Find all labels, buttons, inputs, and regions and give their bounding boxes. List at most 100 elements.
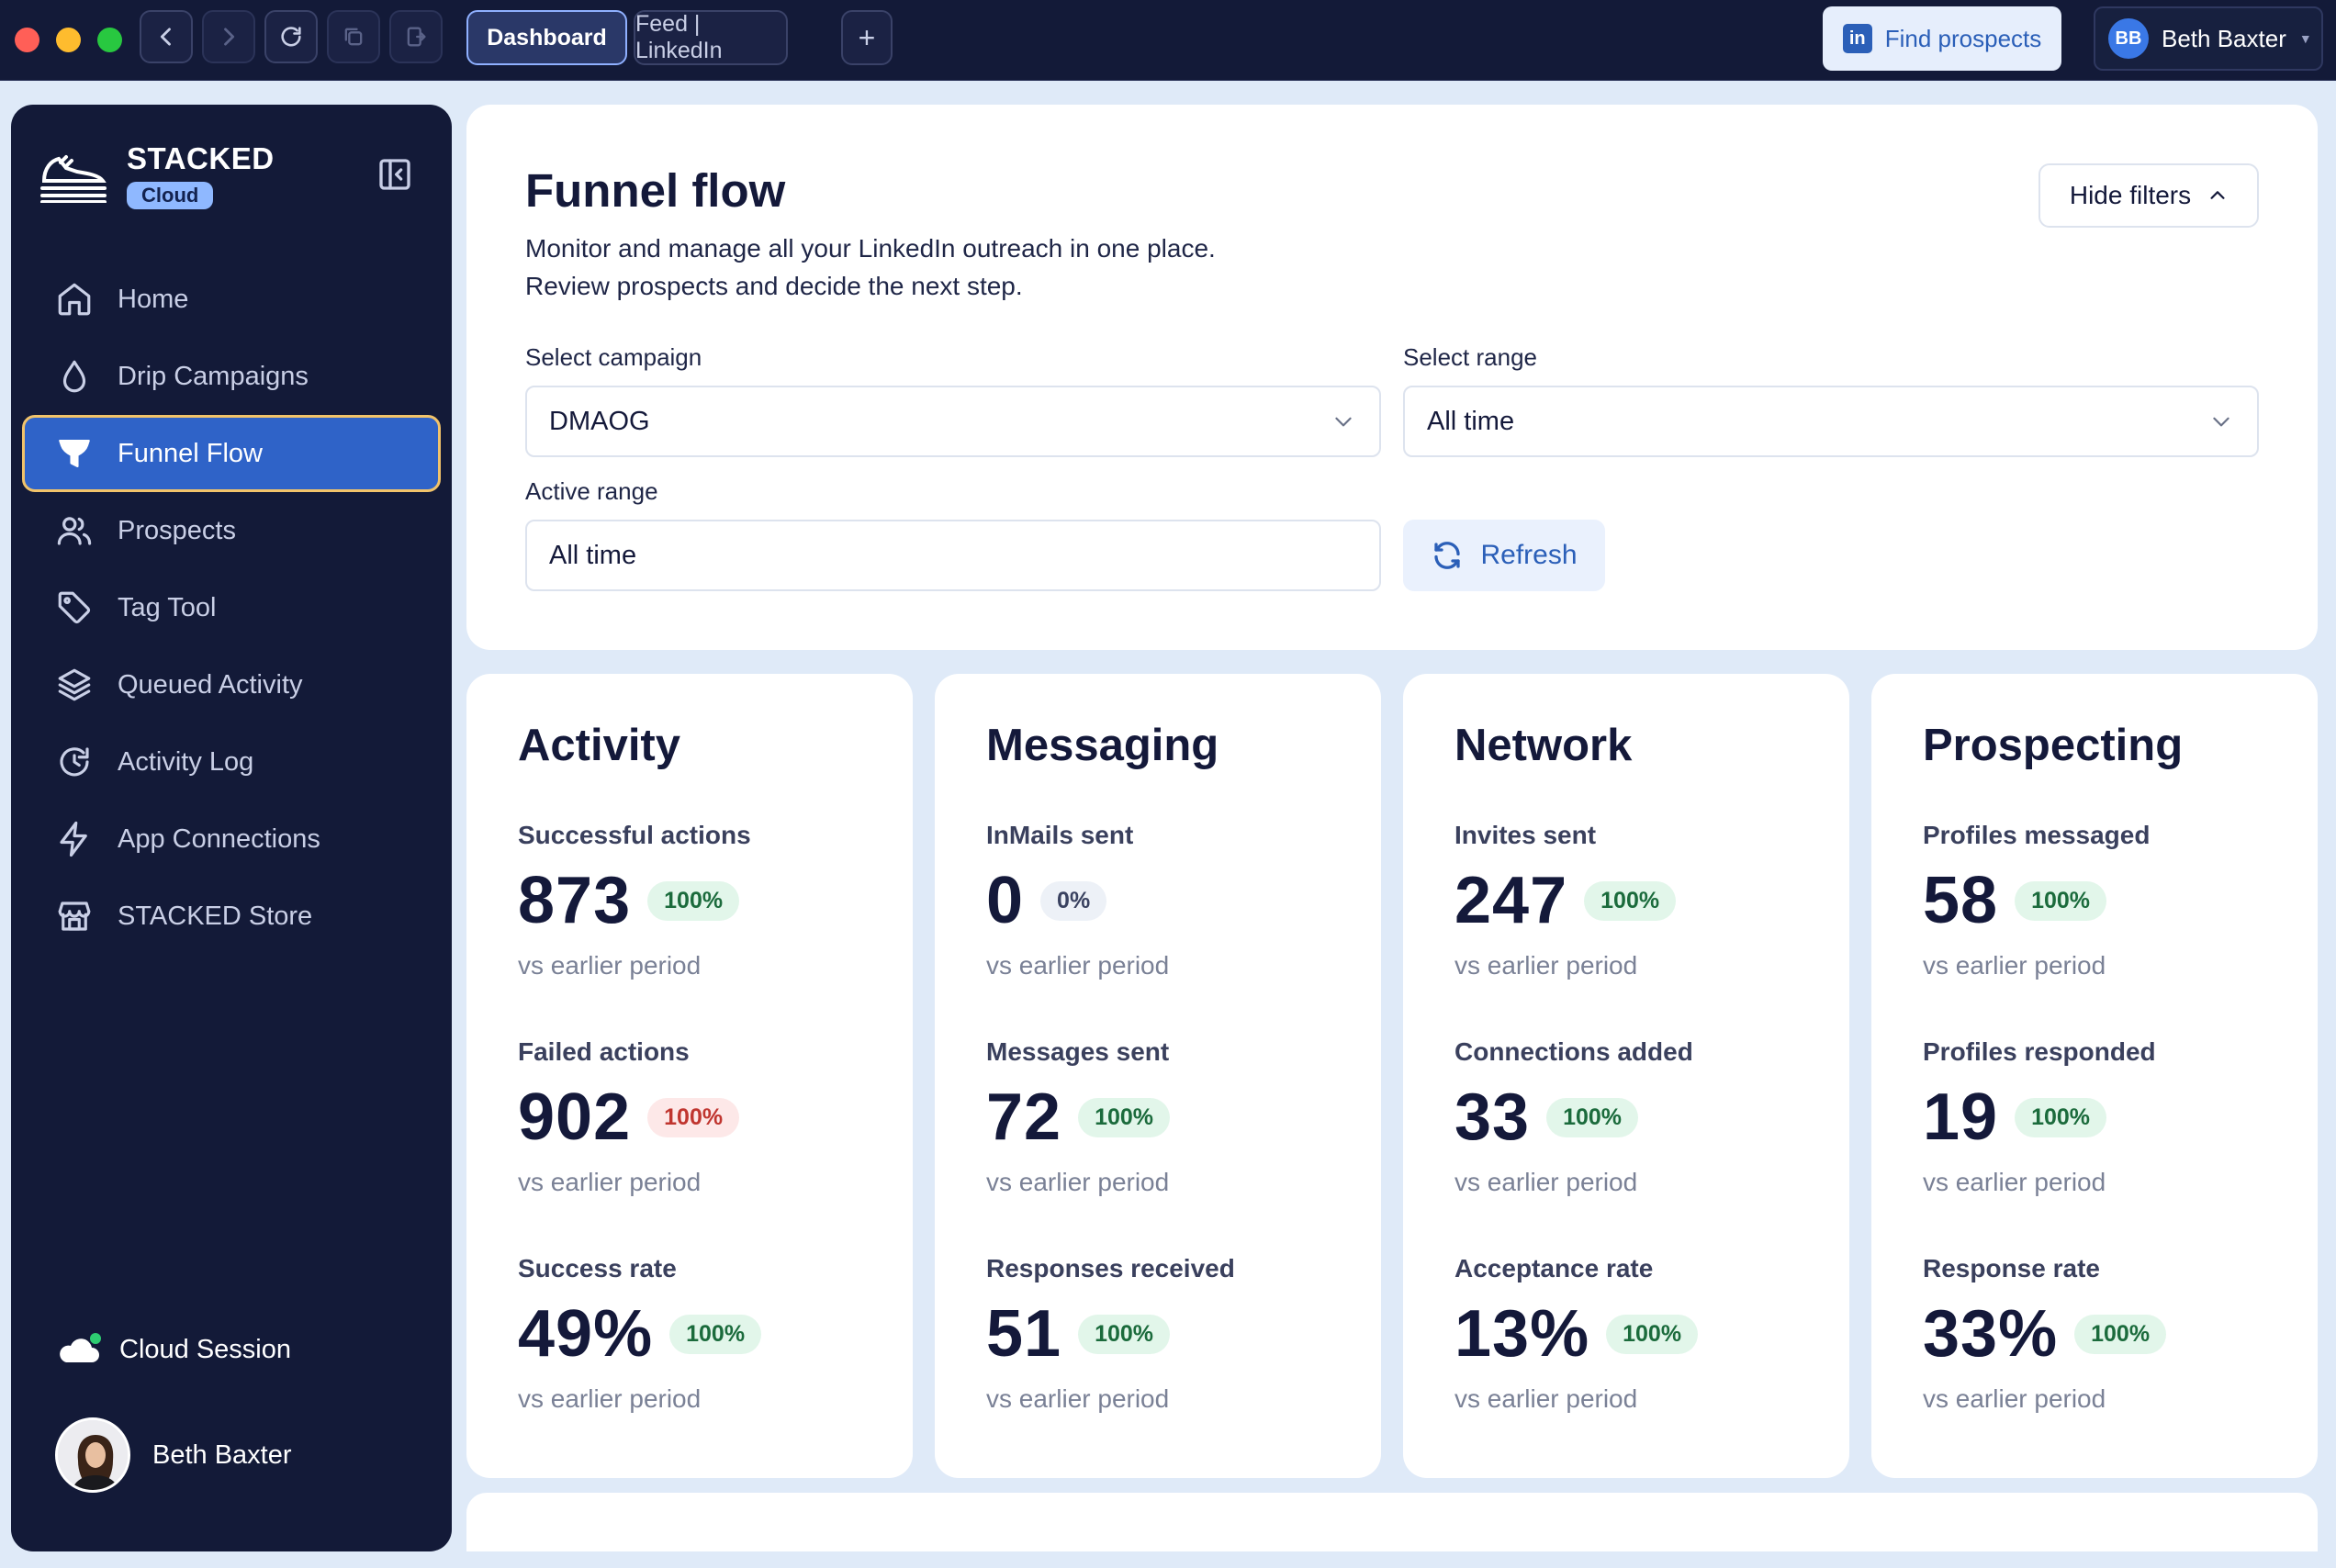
sidebar: STACKED Cloud Home Drip Campaigns Funnel… [11,105,452,1551]
metric-label: Messages sent [986,1037,1170,1066]
metric-comparison: vs earlier period [1454,1168,1638,1196]
sidebar-item-drip-campaigns[interactable]: Drip Campaigns [22,338,441,415]
change-badge: 100% [647,880,740,921]
metric-comparison: vs earlier period [1923,1168,2106,1196]
metric-comparison: vs earlier period [518,1168,702,1196]
droplet-icon [62,360,86,393]
tab-dashboard[interactable]: Dashboard [466,10,627,65]
metric-value: 0 [986,864,1025,937]
tag-icon [58,591,91,624]
window-minimize-button[interactable] [56,28,81,52]
metric-label: Successful actions [518,821,751,849]
campaign-value: DMAOG [549,406,650,436]
sidebar-item-stacked-store[interactable]: STACKED Store [22,878,441,955]
sidebar-item-label: App Connections [118,823,320,854]
metric-value: 49% [518,1297,654,1371]
metric-acceptance-rate: Acceptance rate 13% 100% vs earlier peri… [1454,1254,1840,1414]
metric-value: 58 [1923,864,1999,937]
metric-comparison: vs earlier period [1454,1384,1638,1413]
copy-icon [344,28,363,46]
find-prospects-label: Find prospects [1884,24,2042,52]
active-range-label: Active range [525,477,658,505]
stat-card-messaging: Messaging InMails sent 0 0% vs earlier p… [935,674,1381,1478]
open-external-button[interactable] [389,10,443,63]
sidebar-item-home[interactable]: Home [22,261,441,338]
metric-label: Profiles messaged [1923,821,2151,849]
sidebar-collapse-icon[interactable] [376,156,413,193]
refresh-button[interactable]: Refresh [1403,520,1605,591]
metric-profiles-responded: Profiles responded 19 100% vs earlier pe… [1923,1037,2308,1197]
bolt-icon [60,821,87,857]
metric-value: 33% [1923,1297,2059,1371]
back-button[interactable] [140,10,193,63]
campaign-label: Select campaign [525,343,702,371]
subtitle-line: Monitor and manage all your LinkedIn out… [525,234,1216,263]
campaign-select[interactable]: DMAOG [525,386,1381,457]
cloud-session-status: Cloud Session [57,1331,291,1368]
hide-filters-label: Hide filters [2069,181,2192,209]
page-title: Funnel flow [525,164,786,217]
sidebar-menu: Home Drip Campaigns Funnel Flow Prospect… [22,261,441,955]
change-badge: 100% [1078,1097,1171,1137]
window-maximize-button[interactable] [97,28,122,52]
reload-icon [281,27,301,47]
window-close-button[interactable] [15,28,39,52]
external-window-icon [407,27,426,47]
metric-value: 72 [986,1081,1062,1154]
forward-button[interactable] [202,10,255,63]
metric-comparison: vs earlier period [986,1384,1170,1413]
sidebar-item-label: Funnel Flow [118,438,263,468]
metric-label: Success rate [518,1254,677,1282]
sidebar-item-label: Drip Campaigns [118,361,309,391]
sidebar-item-activity-log[interactable]: Activity Log [22,723,441,801]
linkedin-icon: in [1842,24,1872,53]
change-badge: 100% [669,1314,762,1354]
users-icon [57,517,92,545]
active-range-value: All time [549,540,637,570]
profile-name: Beth Baxter [152,1439,292,1470]
reload-button[interactable] [264,10,318,63]
sidebar-item-tag-tool[interactable]: Tag Tool [22,569,441,646]
active-range-field[interactable]: All time [525,520,1381,591]
metric-profiles-messaged: Profiles messaged 58 100% vs earlier per… [1923,821,2308,980]
metric-value: 902 [518,1081,632,1154]
user-menu[interactable]: BB Beth Baxter ▼ [2094,6,2323,71]
metric-inmails-sent: InMails sent 0 0% vs earlier period [986,821,1372,980]
range-select[interactable]: All time [1403,386,2259,457]
sidebar-item-label: Tag Tool [118,592,217,622]
stat-card-title: Activity [518,721,681,770]
sidebar-item-queued-activity[interactable]: Queued Activity [22,646,441,723]
metric-comparison: vs earlier period [518,951,702,980]
hide-filters-button[interactable]: Hide filters [2038,163,2259,228]
refresh-icon [1434,542,1461,569]
change-badge: 0% [1040,880,1107,921]
new-tab-button[interactable]: + [841,10,893,65]
metric-response-rate: Response rate 33% 100% vs earlier period [1923,1254,2308,1414]
change-badge: 100% [2015,1097,2107,1137]
cloud-icon [57,1331,103,1368]
metric-value: 33 [1454,1081,1531,1154]
sidebar-profile[interactable]: Beth Baxter [55,1417,292,1493]
stat-card-activity: Activity Successful actions 873 100% vs … [466,674,913,1478]
caret-down-icon: ▼ [2298,31,2312,46]
shoe-logo-icon [40,155,107,203]
funnel-icon [59,439,90,468]
metric-label: Invites sent [1454,821,1597,849]
funnel-filters-card: Funnel flow Monitor and manage all your … [466,105,2318,650]
change-badge: 100% [647,1097,740,1137]
metric-success-rate: Success rate 49% 100% vs earlier period [518,1254,904,1414]
metric-label: Responses received [986,1254,1235,1282]
subtitle-line: Review prospects and decide the next ste… [525,272,1023,300]
sidebar-item-prospects[interactable]: Prospects [22,492,441,569]
tab-feed-linkedin[interactable]: Feed | LinkedIn [634,10,788,65]
metric-connections-added: Connections added 33 100% vs earlier per… [1454,1037,1840,1197]
metric-label: Failed actions [518,1037,690,1066]
find-prospects-button[interactable]: in Find prospects [1823,6,2061,71]
sidebar-item-funnel-flow[interactable]: Funnel Flow [22,415,441,492]
metric-comparison: vs earlier period [1923,1384,2106,1413]
change-badge: 100% [1078,1314,1171,1354]
home-icon [58,283,91,316]
duplicate-tab-button[interactable] [327,10,380,63]
sidebar-item-app-connections[interactable]: App Connections [22,801,441,878]
user-initials-avatar: BB [2108,18,2149,59]
